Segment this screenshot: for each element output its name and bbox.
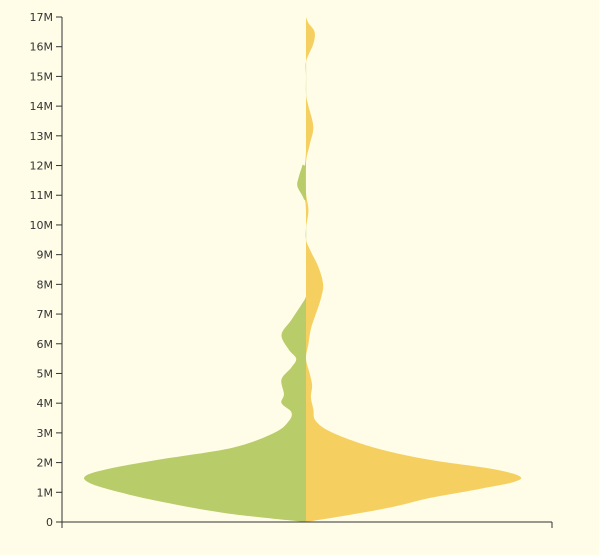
y-tick-label: 5M (37, 367, 54, 380)
y-tick-label: 15M (30, 70, 54, 83)
y-tick-label: 3M (37, 427, 54, 440)
y-tick-label: 12M (30, 160, 54, 173)
violin-group (84, 17, 522, 522)
y-tick-label: 7M (37, 308, 54, 321)
y-tick-label: 9M (37, 249, 54, 262)
y-tick-label: 8M (37, 278, 54, 291)
violin-half-right (305, 17, 522, 522)
violin-half-left (84, 17, 307, 522)
y-tick-label: 16M (30, 41, 54, 54)
y-tick-label: 11M (30, 189, 54, 202)
y-tick-label: 13M (30, 130, 54, 143)
y-tick-label: 10M (30, 219, 54, 232)
y-tick-label: 1M (37, 486, 54, 499)
y-tick-label: 14M (30, 100, 54, 113)
y-tick-label: 17M (30, 11, 54, 24)
y-tick-label: 4M (37, 397, 54, 410)
x-axis (61, 521, 553, 528)
y-tick-label: 0 (46, 516, 53, 529)
y-axis: 0 1M 2M 3M 4M 5M 6M 7M 8M 9M 10M 11M 12M 13M 14M 15M 16M… (30, 11, 63, 529)
y-tick-label: 2M (37, 457, 54, 470)
y-tick-label: 6M (37, 338, 54, 351)
